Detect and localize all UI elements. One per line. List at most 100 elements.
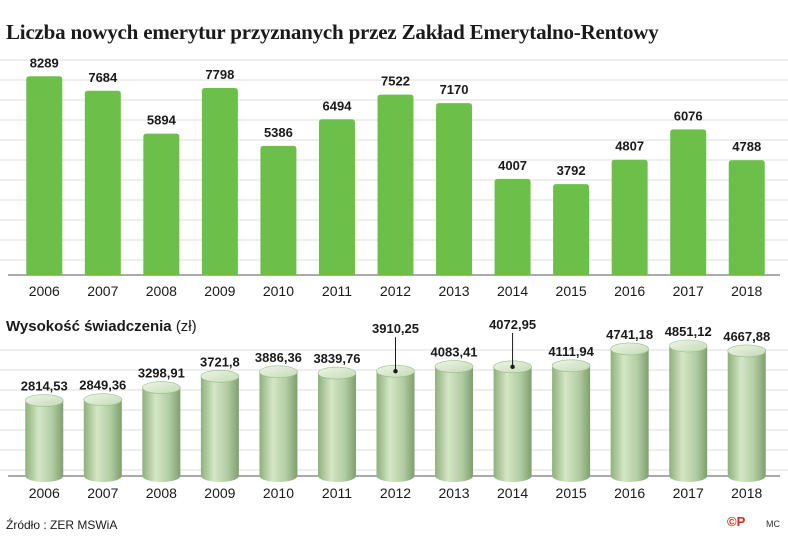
leader-dot xyxy=(393,369,398,374)
x-tick-label: 2011 xyxy=(322,283,352,299)
cylinder-cap xyxy=(551,359,591,373)
bar-2015 xyxy=(553,184,590,275)
cylinder-2010 xyxy=(259,371,298,482)
bottom-chart-title: Wysokość świadczenia (zł) xyxy=(6,318,197,335)
cylinder-cap xyxy=(317,366,357,380)
x-tick-label: 2015 xyxy=(556,283,587,299)
bar-value-label: 6494 xyxy=(323,98,353,113)
bar-2008 xyxy=(143,133,180,275)
x-tick-label: 2014 xyxy=(497,283,528,299)
x-tick-label: 2008 xyxy=(146,283,177,299)
bottom-chart-unit: (zł) xyxy=(175,318,197,335)
bottom-chart-title-text: Wysokość świadczenia xyxy=(6,318,172,335)
bar-value-label: 4072,95 xyxy=(489,317,536,332)
bar-2014 xyxy=(494,178,531,275)
x-tick-label: 2013 xyxy=(438,283,469,299)
x-tick-label: 2015 xyxy=(556,485,587,501)
bar-value-label: 4007 xyxy=(498,158,527,173)
bar-value-label: 8289 xyxy=(30,55,59,70)
bar-value-label: 4111,94 xyxy=(548,344,594,359)
cylinder-cap xyxy=(142,381,181,394)
author-credit: MC xyxy=(766,519,780,529)
bar-2017 xyxy=(670,129,707,275)
cylinder-2016 xyxy=(610,348,649,482)
x-tick-label: 2012 xyxy=(380,485,411,501)
x-tick-label: 2018 xyxy=(731,283,762,299)
x-tick-label: 2018 xyxy=(731,485,762,501)
bar-value-label: 4741,18 xyxy=(606,327,653,342)
bar-value-label: 3298,91 xyxy=(138,366,185,381)
bar-2018 xyxy=(728,160,765,275)
bar-value-label: 2814,53 xyxy=(21,379,68,394)
x-tick-label: 2009 xyxy=(204,283,235,299)
cylinder-2014 xyxy=(493,366,532,482)
bottom-chart-bars: 2814,53 2006 2849,36 2007 3298,91 2008 3721,8 2… xyxy=(21,317,770,501)
cylinder-2018 xyxy=(727,350,766,482)
x-tick-label: 2017 xyxy=(673,485,704,501)
cylinder-2012 xyxy=(376,371,415,482)
cylinder-2015 xyxy=(552,365,591,482)
bar-value-label: 2849,36 xyxy=(79,378,126,393)
bar-value-label: 3721,8 xyxy=(200,354,240,369)
x-tick-label: 2013 xyxy=(438,485,469,501)
x-tick-label: 2006 xyxy=(29,283,60,299)
bar-2006 xyxy=(26,76,63,275)
x-tick-label: 2012 xyxy=(380,283,411,299)
x-tick-label: 2007 xyxy=(87,485,118,501)
cylinder-2011 xyxy=(317,373,356,482)
bar-value-label: 4807 xyxy=(615,139,644,154)
bar-value-label: 4667,88 xyxy=(723,329,770,344)
publisher-logo: ©P xyxy=(727,514,746,529)
bar-value-label: 3839,76 xyxy=(313,351,360,366)
chart-title: Liczba nowych emerytur przyznanych przez… xyxy=(6,20,659,44)
cylinder-cap xyxy=(83,393,123,406)
bar-value-label: 5386 xyxy=(264,125,293,140)
x-tick-label: 2007 xyxy=(87,283,118,299)
cylinder-2008 xyxy=(142,387,181,482)
cylinder-cap xyxy=(610,342,649,356)
cylinder-cap xyxy=(727,344,767,358)
x-tick-label: 2010 xyxy=(263,485,294,501)
top-chart-bars: 8289 2006 7684 2007 5894 2008 7798 2009 5386 2010… xyxy=(26,55,765,299)
x-tick-label: 2008 xyxy=(146,485,177,501)
bar-2013 xyxy=(436,103,473,275)
bar-value-label: 5894 xyxy=(147,113,177,128)
bar-value-label: 3910,25 xyxy=(372,321,419,336)
bar-value-label: 4851,12 xyxy=(665,324,712,339)
bar-2011 xyxy=(318,119,355,276)
bar-value-label: 6076 xyxy=(674,108,703,123)
bar-value-label: 7684 xyxy=(88,70,118,85)
cylinder-2007 xyxy=(83,399,122,482)
x-tick-label: 2010 xyxy=(263,283,294,299)
cylinder-cap xyxy=(259,365,298,379)
x-tick-label: 2009 xyxy=(204,485,235,501)
bar-value-label: 7170 xyxy=(440,82,469,97)
bar-2007 xyxy=(84,90,121,275)
cylinder-cap xyxy=(434,360,474,373)
bar-value-label: 3886,36 xyxy=(255,350,302,365)
x-tick-label: 2016 xyxy=(614,283,645,299)
x-tick-label: 2006 xyxy=(29,485,60,501)
cylinder-2013 xyxy=(435,366,474,482)
x-tick-label: 2017 xyxy=(673,283,704,299)
x-tick-label: 2016 xyxy=(614,485,645,501)
bar-value-label: 4083,41 xyxy=(431,345,478,360)
bar-2010 xyxy=(260,145,297,275)
bar-2009 xyxy=(201,88,238,275)
cylinder-cap xyxy=(24,394,64,407)
leader-dot xyxy=(510,364,515,370)
bar-value-label: 7798 xyxy=(205,67,234,82)
bar-2012 xyxy=(377,94,414,275)
bar-value-label: 4788 xyxy=(732,139,761,154)
bar-value-label: 7522 xyxy=(381,74,410,89)
cylinder-2009 xyxy=(200,376,239,482)
bar-2016 xyxy=(611,159,648,275)
x-tick-label: 2014 xyxy=(497,485,528,501)
source-note: Źródło : ZER MSWiA xyxy=(6,518,118,532)
bar-value-label: 3792 xyxy=(557,163,586,178)
x-tick-label: 2011 xyxy=(322,485,352,501)
cylinder-2006 xyxy=(25,400,64,482)
cylinder-cap xyxy=(668,339,708,353)
cylinder-2017 xyxy=(669,346,708,482)
